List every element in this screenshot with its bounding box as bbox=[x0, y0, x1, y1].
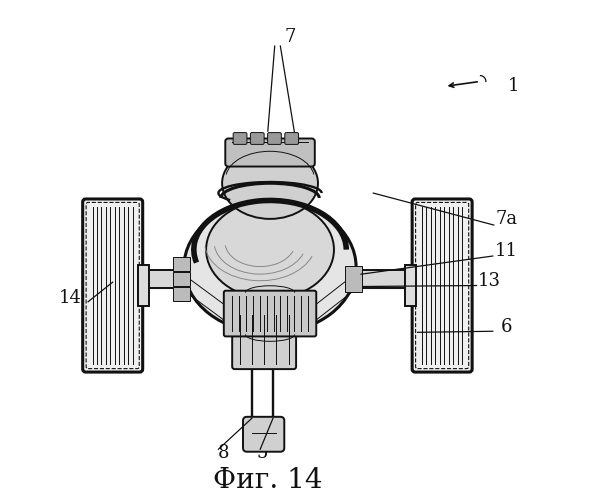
FancyBboxPatch shape bbox=[345, 266, 362, 292]
FancyBboxPatch shape bbox=[405, 265, 416, 306]
FancyBboxPatch shape bbox=[224, 290, 316, 337]
FancyBboxPatch shape bbox=[232, 310, 296, 369]
Ellipse shape bbox=[206, 200, 334, 299]
FancyBboxPatch shape bbox=[412, 199, 472, 372]
FancyBboxPatch shape bbox=[173, 287, 190, 301]
FancyBboxPatch shape bbox=[285, 132, 298, 144]
Text: 11: 11 bbox=[495, 242, 518, 260]
Text: 13: 13 bbox=[477, 272, 500, 289]
FancyBboxPatch shape bbox=[251, 132, 264, 144]
Text: 14: 14 bbox=[59, 289, 82, 307]
Text: 7: 7 bbox=[284, 28, 295, 46]
FancyBboxPatch shape bbox=[233, 132, 247, 144]
FancyBboxPatch shape bbox=[173, 258, 190, 272]
Text: 8: 8 bbox=[217, 444, 229, 462]
FancyBboxPatch shape bbox=[83, 199, 143, 372]
Text: 1: 1 bbox=[508, 78, 519, 96]
Text: 7a: 7a bbox=[495, 210, 517, 228]
Text: 5: 5 bbox=[257, 444, 268, 462]
FancyBboxPatch shape bbox=[225, 138, 315, 166]
FancyBboxPatch shape bbox=[243, 417, 284, 452]
FancyBboxPatch shape bbox=[268, 132, 281, 144]
Ellipse shape bbox=[222, 148, 318, 219]
Text: 6: 6 bbox=[500, 318, 512, 336]
Ellipse shape bbox=[184, 200, 356, 333]
FancyBboxPatch shape bbox=[173, 272, 190, 286]
Text: Фиг. 14: Фиг. 14 bbox=[213, 467, 323, 494]
FancyBboxPatch shape bbox=[138, 265, 149, 306]
